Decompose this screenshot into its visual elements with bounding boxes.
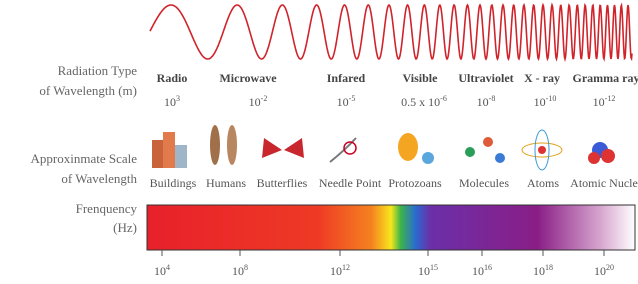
side-label: Frenquency (76, 201, 138, 216)
frequency-base: 10 (232, 264, 244, 278)
frequency-base: 10 (330, 264, 342, 278)
wavelength: 0.5 x 10-6 (401, 94, 447, 109)
frequency-exp: 4 (166, 263, 170, 272)
wavelength-exp: 3 (176, 94, 180, 103)
wavelength-base: 10 (249, 95, 261, 109)
wavelength-exp: -6 (440, 94, 447, 103)
wavelength: 10-5 (337, 94, 356, 109)
side-label: Approxinmate Scale (31, 151, 138, 166)
radiation-type: Infared (327, 71, 366, 85)
frequency-base: 10 (533, 264, 545, 278)
scale-item: Atomic Nucle (570, 176, 638, 190)
wavelength-exp: -12 (605, 94, 616, 103)
wavelength: 10-2 (249, 94, 268, 109)
spectrum-diagram: Radiation Type of Wavelength (m) Approxinm… (0, 0, 638, 284)
frequency-base: 10 (594, 264, 606, 278)
side-label: Radiation Type (58, 63, 138, 78)
frequency-base: 10 (472, 264, 484, 278)
frequency: 108 (232, 263, 248, 278)
radiation-type: Radio (157, 71, 188, 85)
wave (150, 5, 632, 59)
wavelength: 10-10 (534, 94, 557, 109)
wavelength-exp: -8 (489, 94, 496, 103)
icons (152, 125, 615, 170)
spectrum-bar (147, 205, 635, 250)
wavelength-exp: -10 (546, 94, 557, 103)
frequency: 1016 (472, 263, 492, 278)
frequency-base: 10 (418, 264, 430, 278)
frequency: 1015 (418, 263, 438, 278)
radiation-type: X - ray (524, 71, 560, 85)
frequency-exp: 20 (606, 263, 614, 272)
wavelength: 10-12 (593, 94, 616, 109)
scale-item: Humans (206, 176, 246, 190)
scale-item: Protozoans (388, 176, 442, 190)
wavelength-exp: -2 (261, 94, 268, 103)
frequency-exp: 8 (244, 263, 248, 272)
frequency: 104 (154, 263, 170, 278)
frequency: 1012 (330, 263, 350, 278)
wavelength-base: 0.5 x 10 (401, 95, 440, 109)
wavelength-exp: -5 (349, 94, 356, 103)
wavelength: 10-8 (477, 94, 496, 109)
scale-item: Atoms (527, 176, 559, 190)
frequency-exp: 12 (342, 263, 350, 272)
radiation-type: Gramma ray (573, 71, 638, 85)
side-label: of Wavelength (61, 171, 137, 186)
frequency-exp: 18 (545, 263, 553, 272)
wavelength: 103 (164, 94, 180, 109)
scale-item: Molecules (459, 176, 509, 190)
scale-item: Butterflies (257, 176, 308, 190)
wavelength-base: 10 (337, 95, 349, 109)
radiation-type: Microwave (219, 71, 277, 85)
frequency-exp: 16 (484, 263, 492, 272)
frequency: 1020 (594, 263, 614, 278)
wavelength-base: 10 (164, 95, 176, 109)
scale-item: Needle Point (319, 176, 382, 190)
frequency: 1018 (533, 263, 553, 278)
radiation-type: Ultraviolet (458, 71, 513, 85)
side-label: (Hz) (113, 220, 137, 235)
side-label: of Wavelength (m) (39, 83, 137, 98)
wavelength-base: 10 (593, 95, 605, 109)
frequency-base: 10 (154, 264, 166, 278)
radiation-type: Visible (403, 71, 439, 85)
frequency-exp: 15 (430, 263, 438, 272)
wavelength-base: 10 (534, 95, 546, 109)
wavelength-base: 10 (477, 95, 489, 109)
scale-item: Buildings (150, 176, 197, 190)
